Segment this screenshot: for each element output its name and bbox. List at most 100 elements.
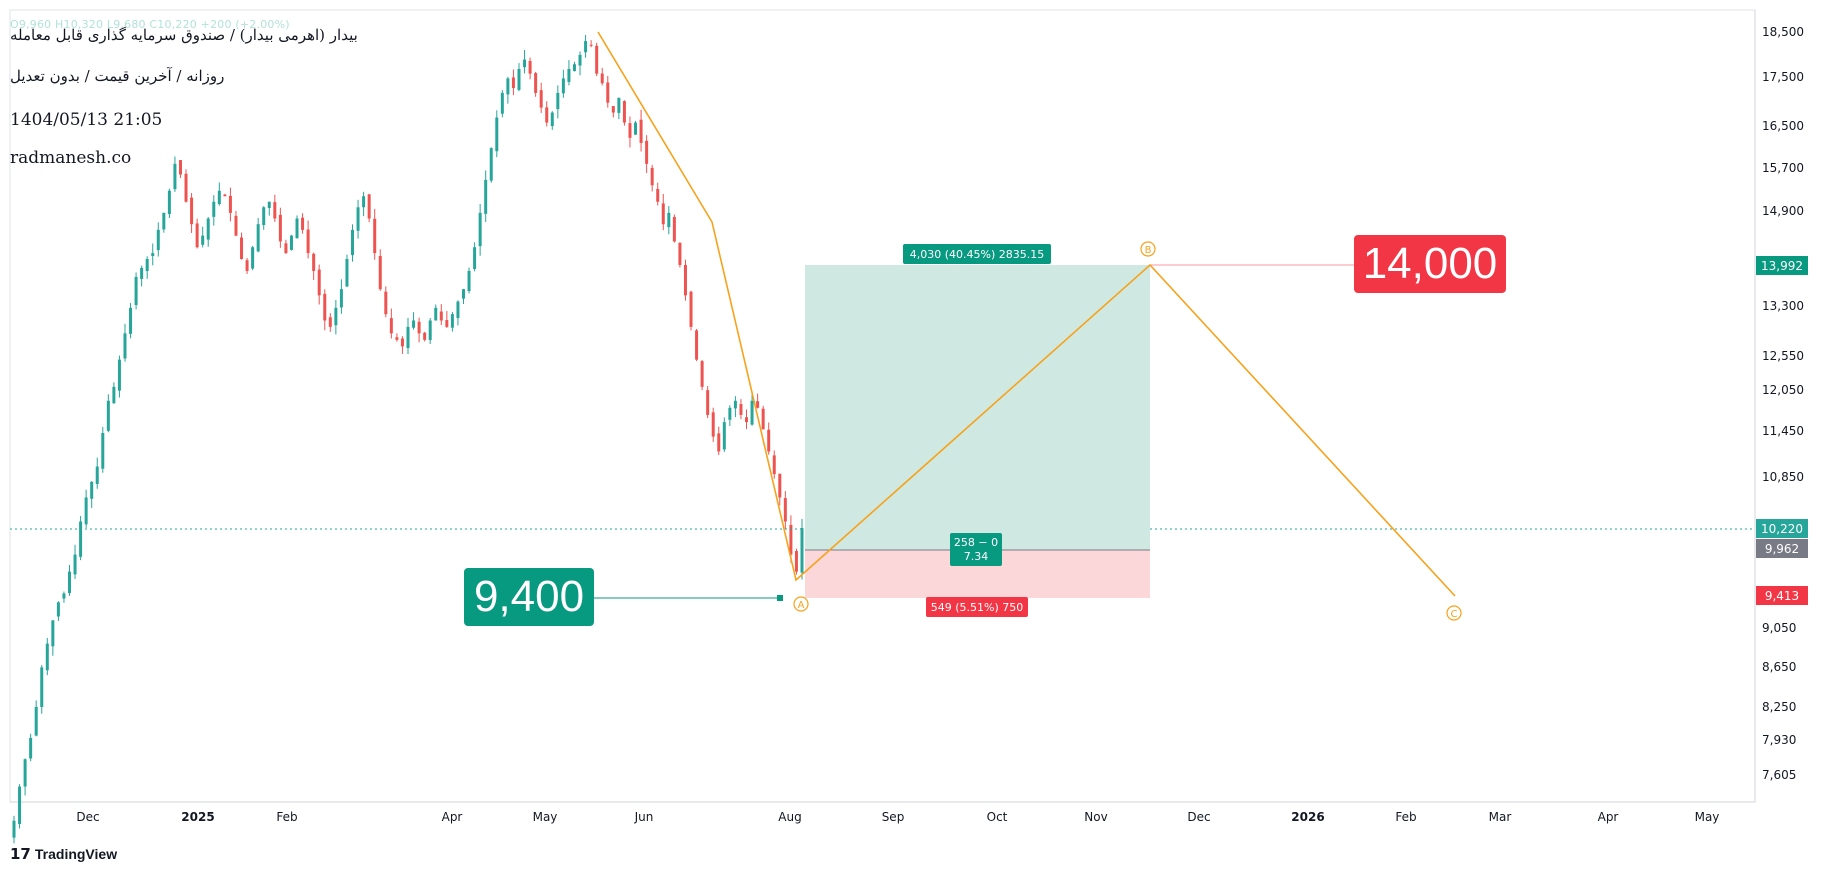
candle-body bbox=[473, 247, 477, 270]
candle-body bbox=[511, 77, 515, 89]
candle-body bbox=[550, 112, 554, 127]
candle-body bbox=[789, 524, 793, 555]
candle-body bbox=[278, 214, 282, 242]
candle-body bbox=[728, 407, 732, 420]
candle-body bbox=[584, 41, 588, 53]
candle-body bbox=[661, 203, 665, 225]
candle-body bbox=[156, 229, 160, 251]
candle-body bbox=[484, 179, 488, 214]
candle-body bbox=[151, 253, 155, 257]
candle-body bbox=[423, 332, 427, 340]
candle-body bbox=[617, 97, 621, 113]
candle-body bbox=[539, 90, 543, 108]
candle-body bbox=[467, 270, 471, 292]
candle-body bbox=[178, 160, 182, 175]
entry-price-label[interactable]: 9,400 bbox=[464, 568, 594, 626]
candle-body bbox=[262, 207, 266, 225]
candle-body bbox=[439, 311, 443, 321]
profit-zone[interactable] bbox=[805, 265, 1150, 550]
tradingview-logo[interactable]: 𝟭𝟳 TradingView bbox=[10, 845, 117, 863]
target-price-label[interactable]: 14,000 bbox=[1354, 235, 1506, 293]
svg-text:7.34: 7.34 bbox=[964, 550, 989, 563]
candle-body bbox=[545, 107, 549, 123]
candle-body bbox=[12, 820, 16, 838]
price-axis-label: 11,450 bbox=[1762, 424, 1804, 438]
candle-body bbox=[306, 229, 310, 254]
price-axis-label: 12,050 bbox=[1762, 383, 1804, 397]
time-axis-label: Apr bbox=[442, 810, 463, 824]
candle-body bbox=[378, 255, 382, 290]
candle-body bbox=[722, 422, 726, 450]
candle-body bbox=[140, 267, 144, 279]
time-axis-label: Sep bbox=[882, 810, 905, 824]
candle-body bbox=[289, 235, 293, 250]
candle-body bbox=[489, 148, 493, 181]
website-label: radmanesh.co bbox=[10, 148, 132, 168]
price-axis[interactable]: 18,500 17,500 16,500 15,700 14,900 13,300 12,5… bbox=[1762, 25, 1804, 782]
candle-body bbox=[523, 59, 527, 68]
time-axis-label: Feb bbox=[276, 810, 297, 824]
wave-point-b[interactable]: B bbox=[1140, 241, 1156, 257]
candle-body bbox=[517, 68, 521, 90]
candle-body bbox=[445, 320, 449, 327]
candle-body bbox=[750, 400, 754, 425]
candle-body bbox=[256, 224, 260, 252]
time-axis-label: Dec bbox=[1187, 810, 1210, 824]
entry-price-marker bbox=[777, 595, 783, 601]
wave-path[interactable] bbox=[597, 31, 1456, 597]
candle-body bbox=[412, 320, 416, 328]
price-axis-label: 10,850 bbox=[1762, 470, 1804, 484]
candle-body bbox=[739, 404, 743, 415]
candle-body bbox=[84, 497, 88, 525]
price-axis-label: 15,700 bbox=[1762, 161, 1804, 175]
candle-body bbox=[201, 235, 205, 245]
candle-body bbox=[284, 243, 288, 254]
time-axis[interactable]: Dec 2025 Feb Apr May Jun Aug Sep Oct Nov Dec 2026 Fe… bbox=[76, 810, 1719, 824]
svg-text:9,413: 9,413 bbox=[1765, 589, 1799, 603]
price-axis-label: 9,050 bbox=[1762, 621, 1796, 635]
candle-body bbox=[717, 433, 721, 452]
price-axis-label: 8,650 bbox=[1762, 660, 1796, 674]
candle-body bbox=[367, 194, 371, 219]
candle-body bbox=[561, 78, 565, 94]
candle-body bbox=[672, 216, 676, 242]
price-axis-label: 13,300 bbox=[1762, 299, 1804, 313]
candle-body bbox=[506, 78, 510, 95]
candle-body bbox=[461, 289, 465, 299]
svg-text:10,220: 10,220 bbox=[1761, 522, 1803, 536]
candle-body bbox=[106, 400, 110, 431]
candlestick-series bbox=[12, 34, 804, 844]
candle-body bbox=[578, 54, 582, 66]
price-axis-label: 17,500 bbox=[1762, 70, 1804, 84]
price-axis-label: 12,550 bbox=[1762, 349, 1804, 363]
candle-body bbox=[101, 433, 105, 469]
stop-price-badge: 9,413 bbox=[1756, 586, 1808, 605]
time-axis-label: 2026 bbox=[1291, 810, 1324, 824]
svg-text:C: C bbox=[1451, 609, 1458, 620]
candle-body bbox=[417, 321, 421, 334]
time-axis-label: Apr bbox=[1598, 810, 1619, 824]
candle-body bbox=[112, 386, 116, 404]
wave-point-c[interactable]: C bbox=[1446, 605, 1462, 621]
candle-body bbox=[206, 218, 210, 240]
wave-point-a[interactable]: A bbox=[793, 596, 809, 612]
price-axis-label: 18,500 bbox=[1762, 25, 1804, 39]
candle-body bbox=[190, 197, 194, 225]
svg-text:4,030 (40.45%) 2835.15: 4,030 (40.45%) 2835.15 bbox=[910, 248, 1045, 261]
price-axis-label: 7,930 bbox=[1762, 733, 1796, 747]
candle-body bbox=[767, 429, 771, 452]
candle-body bbox=[328, 317, 332, 327]
candle-body bbox=[645, 140, 649, 164]
target-price-badge: 13,992 bbox=[1756, 256, 1808, 275]
candle-body bbox=[167, 190, 171, 215]
candle-body bbox=[406, 326, 410, 349]
time-axis-label: Jun bbox=[634, 810, 654, 824]
candle-body bbox=[51, 620, 55, 647]
candle-body bbox=[18, 786, 22, 824]
candle-body bbox=[228, 195, 232, 213]
candle-body bbox=[267, 201, 271, 208]
candle-body bbox=[761, 408, 765, 430]
candle-body bbox=[478, 212, 482, 247]
candle-body bbox=[733, 400, 737, 409]
